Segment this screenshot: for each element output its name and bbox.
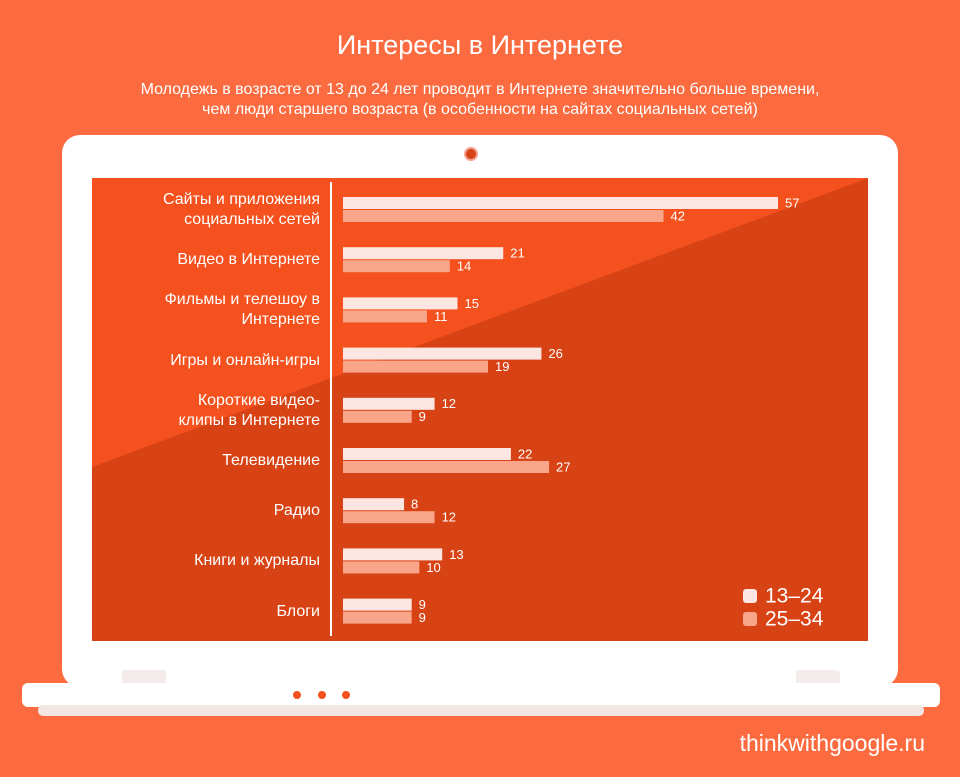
screen-highlight [92, 178, 868, 467]
value-label: 10 [426, 560, 440, 575]
category-label: Короткие видео- клипы в Интернете [178, 391, 320, 429]
legend-label: 13–24 [765, 585, 824, 608]
bar [343, 498, 405, 511]
bar [343, 410, 412, 423]
dot [293, 691, 301, 699]
value-label: 13 [449, 547, 463, 562]
footer: thinkwithgoogle.ru [740, 730, 925, 756]
value-label: 21 [510, 246, 524, 261]
value-label: 26 [548, 346, 562, 361]
bar [343, 548, 443, 561]
value-label: 42 [671, 208, 685, 223]
value-label: 12 [442, 396, 456, 411]
value-label: 9 [419, 409, 426, 424]
legend-swatch [743, 589, 757, 603]
category-label: Сайты и приложения социальных сетей [163, 191, 320, 228]
category-label: Фильмы и телешоу в Интернете [164, 291, 320, 329]
value-label: 9 [419, 597, 426, 612]
bar [343, 347, 542, 360]
value-label: 14 [457, 259, 471, 274]
chart-subtitle: Молодежь в возрасте от 13 до 24 лет пров… [140, 81, 820, 118]
value-label: 9 [419, 610, 426, 625]
bar [343, 260, 450, 273]
bar [343, 511, 435, 524]
value-label: 22 [518, 446, 532, 461]
category-label: Блоги [276, 602, 320, 620]
laptop-base [22, 683, 940, 707]
bar [343, 611, 412, 624]
laptop-base-edge [38, 705, 924, 716]
value-label: 11 [434, 309, 448, 324]
bar [343, 297, 458, 310]
bar [343, 448, 511, 460]
chart-title: Интересы в Интернете [336, 30, 624, 60]
hinge [122, 670, 166, 686]
camera [464, 147, 478, 161]
category-label: Радио [273, 502, 320, 520]
value-label: 57 [785, 195, 799, 210]
value-label: 15 [464, 296, 478, 311]
bar [343, 397, 435, 410]
bar [343, 310, 427, 323]
value-label: 19 [495, 359, 509, 374]
category-label: Телевидение [222, 452, 320, 469]
dot [318, 691, 326, 699]
legend-label: 25–34 [765, 608, 824, 631]
hinge [796, 670, 840, 686]
value-label: 12 [442, 510, 456, 525]
category-label: Видео в Интернете [177, 251, 320, 269]
bar [343, 210, 664, 222]
value-label: 27 [556, 459, 570, 474]
bar [343, 561, 420, 574]
bar [343, 247, 504, 260]
dot [342, 691, 350, 699]
bar [343, 461, 550, 473]
bar [343, 598, 412, 611]
value-label: 8 [411, 497, 418, 512]
bar [343, 360, 488, 373]
bar [343, 197, 778, 209]
category-label: Книги и журналы [194, 552, 320, 570]
category-label: Игры и онлайн-игры [170, 351, 320, 369]
legend-swatch [743, 612, 757, 626]
